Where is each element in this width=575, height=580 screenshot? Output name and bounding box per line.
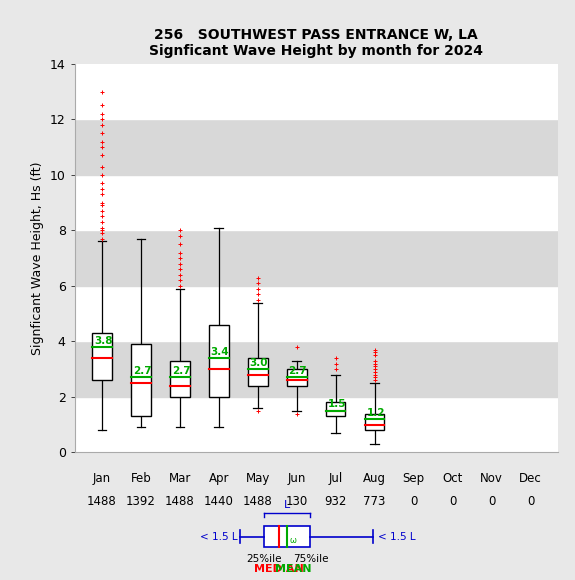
Text: 0: 0 — [488, 495, 495, 508]
Title: 256   SOUTHWEST PASS ENTRANCE W, LA
Signficant Wave Height by month for 2024: 256 SOUTHWEST PASS ENTRANCE W, LA Signfi… — [150, 28, 483, 59]
Bar — [170, 361, 190, 397]
Text: Nov: Nov — [480, 472, 503, 485]
Text: Feb: Feb — [131, 472, 151, 485]
Bar — [92, 333, 112, 380]
Bar — [326, 403, 346, 416]
Text: 1440: 1440 — [204, 495, 234, 508]
Text: Oct: Oct — [442, 472, 463, 485]
Bar — [131, 344, 151, 416]
Text: 0: 0 — [527, 495, 534, 508]
Y-axis label: Signficant Wave Height, Hs (ft): Signficant Wave Height, Hs (ft) — [31, 161, 44, 355]
Text: 2.7: 2.7 — [172, 366, 190, 376]
Text: MEAN: MEAN — [274, 564, 311, 574]
Text: Dec: Dec — [519, 472, 542, 485]
Text: 1.5: 1.5 — [328, 400, 346, 409]
Text: 0: 0 — [449, 495, 457, 508]
Text: 773: 773 — [363, 495, 386, 508]
Bar — [365, 414, 385, 430]
Bar — [75, 119, 558, 175]
Text: 130: 130 — [286, 495, 308, 508]
Bar — [75, 397, 558, 452]
Text: 1488: 1488 — [243, 495, 273, 508]
Text: Sep: Sep — [402, 472, 425, 485]
Text: Aug: Aug — [363, 472, 386, 485]
Bar — [75, 64, 558, 119]
Text: < 1.5 L: < 1.5 L — [378, 531, 416, 542]
Text: < 1.5 L: < 1.5 L — [200, 531, 237, 542]
Text: L: L — [284, 501, 290, 510]
Text: 25%ile: 25%ile — [246, 554, 281, 564]
Text: 3.0: 3.0 — [250, 358, 268, 368]
Text: 3.8: 3.8 — [94, 336, 112, 346]
Bar — [75, 175, 558, 230]
Text: 75%ile: 75%ile — [293, 554, 328, 564]
Text: MEDIAN: MEDIAN — [254, 564, 304, 574]
Bar — [75, 230, 558, 286]
Text: ω: ω — [290, 536, 297, 545]
Text: May: May — [246, 472, 270, 485]
Bar — [75, 342, 558, 397]
Text: 2.7: 2.7 — [289, 366, 307, 376]
Text: 932: 932 — [324, 495, 347, 508]
Text: 3.4: 3.4 — [210, 347, 229, 357]
Text: Apr: Apr — [209, 472, 229, 485]
Text: 1488: 1488 — [165, 495, 195, 508]
Text: 1392: 1392 — [126, 495, 156, 508]
Text: Jun: Jun — [288, 472, 306, 485]
Bar — [75, 286, 558, 342]
Text: Jul: Jul — [328, 472, 343, 485]
Text: Mar: Mar — [168, 472, 191, 485]
Text: 0: 0 — [410, 495, 417, 508]
Bar — [287, 369, 306, 386]
Text: Jan: Jan — [93, 472, 111, 485]
Bar — [209, 325, 229, 397]
Bar — [248, 358, 267, 386]
Text: 2.7: 2.7 — [133, 366, 151, 376]
Text: 1488: 1488 — [87, 495, 117, 508]
Text: 1.2: 1.2 — [366, 408, 385, 418]
